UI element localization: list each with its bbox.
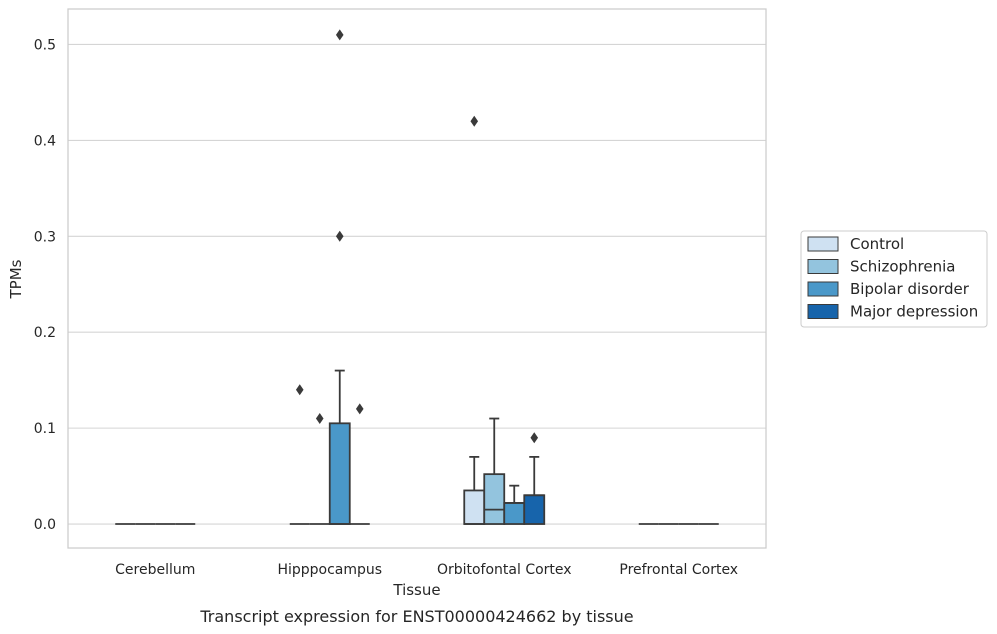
y-tick-label: 0.2 — [34, 325, 56, 341]
legend-swatch — [807, 281, 839, 297]
y-tick-label: 0.4 — [34, 133, 56, 149]
outlier-point — [530, 432, 539, 444]
outlier-point — [335, 29, 344, 41]
box — [523, 432, 546, 525]
legend: Control Schizophrenia Bipolar disorder Majo… — [800, 230, 988, 328]
box — [309, 413, 330, 525]
legend-label: Control — [850, 235, 904, 253]
legend-swatch — [807, 236, 839, 252]
y-axis-title: TPMs — [7, 259, 25, 299]
y-tick-label: 0.5 — [34, 37, 56, 53]
legend-frame — [800, 230, 988, 328]
box — [463, 115, 486, 525]
legend-swatch — [807, 304, 839, 319]
outlier-point — [315, 413, 324, 425]
box-body — [503, 502, 526, 525]
y-tick-label: 0.3 — [34, 229, 56, 245]
legend-label: Schizophrenia — [850, 258, 955, 276]
chart-caption: Transcript expression for ENST0000042466… — [199, 607, 633, 626]
box-body — [523, 494, 546, 525]
box-body — [483, 473, 506, 525]
outlier-point — [295, 384, 304, 396]
x-tick-label: Cerebellum — [115, 562, 195, 578]
legend-label: Bipolar disorder — [850, 280, 970, 298]
x-axis-title: Tissue — [392, 581, 440, 599]
box — [503, 484, 526, 525]
x-tick-label: Orbitofontal Cortex — [437, 562, 572, 578]
outlier-point — [355, 403, 364, 415]
box — [349, 403, 370, 525]
box-body — [463, 489, 486, 525]
plot-area-frame — [67, 8, 767, 549]
x-tick-label: Prefrontal Cortex — [619, 562, 738, 578]
y-tick-labels: 0.0 0.1 0.2 0.3 0.4 0.5 — [34, 37, 56, 533]
boxes — [115, 29, 719, 525]
y-tick-label: 0.0 — [34, 517, 56, 533]
box — [483, 417, 506, 525]
legend-label: Major depression — [850, 303, 978, 321]
x-tick-labels: Cerebellum Hipppocampus Orbitofontal Corte… — [115, 562, 738, 578]
legend-swatch — [807, 259, 839, 274]
outlier-point — [335, 230, 344, 242]
box — [328, 29, 351, 525]
y-tick-label: 0.1 — [34, 421, 56, 437]
box — [289, 384, 310, 525]
gridlines — [68, 43, 766, 525]
outlier-point — [470, 115, 479, 127]
x-tick-label: Hipppocampus — [277, 562, 382, 578]
box-body — [328, 422, 351, 525]
